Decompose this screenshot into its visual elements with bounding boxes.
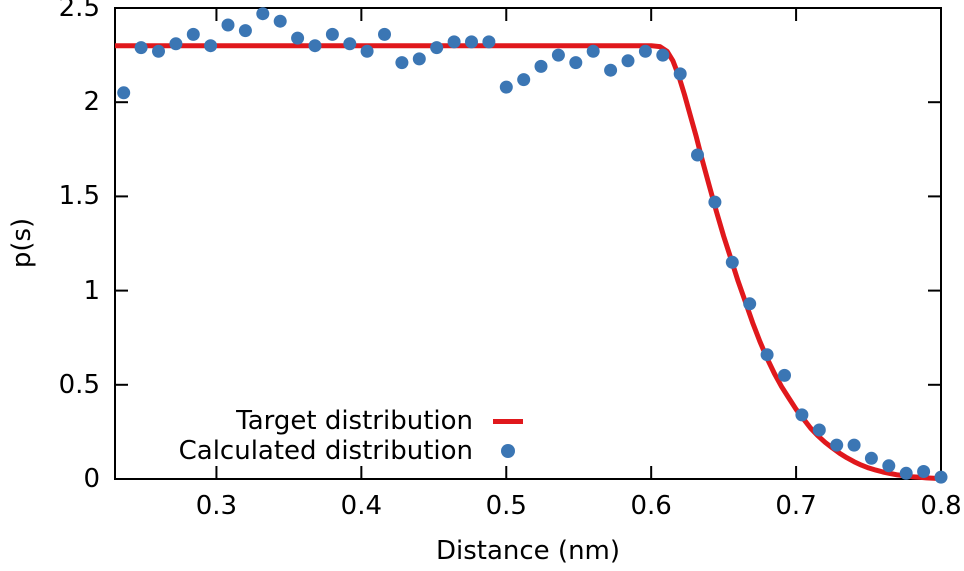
plot-border bbox=[114, 7, 942, 480]
data-point bbox=[778, 368, 791, 382]
blue-dot-swatch bbox=[501, 444, 515, 458]
y-axis-label: p(s) bbox=[7, 217, 37, 269]
data-point bbox=[273, 14, 287, 28]
y-tick-label: 2 bbox=[83, 87, 100, 118]
data-point bbox=[795, 408, 809, 422]
data-point bbox=[169, 37, 183, 51]
x-tick-label: 0.3 bbox=[195, 491, 238, 521]
data-point bbox=[725, 255, 739, 269]
x-tick-label: 0.8 bbox=[920, 491, 962, 521]
data-point bbox=[604, 63, 618, 77]
x-tick-label: 0.4 bbox=[340, 491, 383, 521]
data-point bbox=[430, 41, 444, 55]
data-point bbox=[917, 465, 931, 478]
data-point bbox=[186, 27, 200, 41]
y-tick-label: 1.5 bbox=[58, 181, 100, 212]
data-point bbox=[691, 148, 704, 162]
red-line-swatch bbox=[493, 418, 523, 424]
data-point bbox=[638, 44, 652, 58]
legend-item-target-distribution: Target distribution bbox=[140, 406, 530, 436]
data-point bbox=[517, 73, 531, 87]
data-point bbox=[586, 44, 600, 58]
data-point bbox=[412, 52, 426, 66]
data-point bbox=[395, 56, 409, 70]
data-point bbox=[534, 59, 548, 73]
data-point bbox=[934, 470, 948, 484]
data-point bbox=[117, 86, 131, 100]
x-axis-label: Distance (nm) bbox=[435, 536, 621, 566]
data-point bbox=[621, 54, 635, 68]
legend-item-calculated-distribution: Calculated distribution bbox=[140, 436, 530, 466]
data-point bbox=[656, 48, 670, 62]
data-point bbox=[551, 48, 565, 62]
data-point bbox=[308, 39, 322, 53]
data-point bbox=[325, 27, 339, 41]
y-tick-label: 1 bbox=[83, 275, 100, 306]
y-tick-label: 0 bbox=[83, 464, 100, 494]
data-point bbox=[847, 438, 861, 452]
data-point bbox=[830, 438, 844, 452]
data-point bbox=[291, 31, 305, 45]
data-point bbox=[238, 24, 252, 38]
legend-label: Calculated distribution bbox=[178, 436, 473, 466]
data-point bbox=[221, 18, 235, 32]
data-point bbox=[673, 67, 687, 81]
legend: Target distribution Calculated distribut… bbox=[140, 406, 530, 466]
data-point bbox=[360, 44, 374, 58]
data-point bbox=[899, 466, 913, 480]
legend-line-sample bbox=[486, 418, 530, 424]
legend-label: Target distribution bbox=[236, 406, 473, 436]
data-point bbox=[760, 348, 774, 362]
legend-dot-sample bbox=[486, 444, 530, 458]
data-point bbox=[465, 35, 478, 49]
data-point bbox=[343, 37, 357, 51]
data-point bbox=[378, 27, 391, 41]
data-point bbox=[152, 44, 165, 58]
x-tick-label: 0.5 bbox=[485, 491, 527, 521]
data-point bbox=[204, 39, 218, 53]
data-point bbox=[482, 35, 496, 49]
data-point bbox=[864, 451, 878, 465]
y-tick-label: 2.5 bbox=[58, 0, 100, 23]
data-point bbox=[569, 56, 583, 70]
data-point bbox=[708, 195, 722, 209]
x-tick-label: 0.6 bbox=[630, 491, 672, 521]
data-point bbox=[743, 297, 757, 311]
data-point bbox=[499, 80, 513, 94]
y-tick-label: 0.5 bbox=[58, 369, 100, 400]
data-point bbox=[882, 459, 896, 473]
x-tick-label: 0.7 bbox=[775, 491, 817, 521]
data-point bbox=[812, 423, 826, 437]
data-point bbox=[447, 35, 461, 49]
data-point bbox=[256, 7, 270, 21]
data-point bbox=[134, 41, 148, 55]
target-distribution-line bbox=[115, 43, 942, 482]
